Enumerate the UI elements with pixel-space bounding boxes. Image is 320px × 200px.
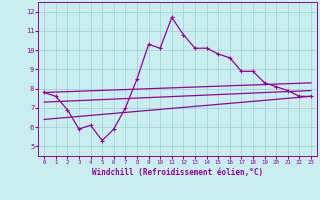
X-axis label: Windchill (Refroidissement éolien,°C): Windchill (Refroidissement éolien,°C) bbox=[92, 168, 263, 177]
